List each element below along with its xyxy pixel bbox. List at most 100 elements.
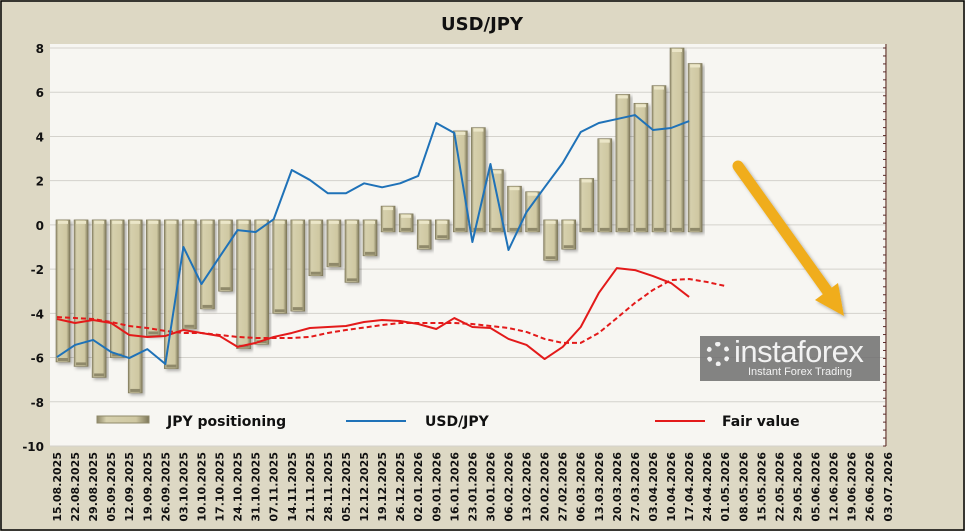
bar-bevel-top — [328, 220, 339, 224]
bar-jpy-positioning — [236, 219, 251, 350]
bar-jpy-positioning — [127, 219, 143, 394]
x-axis-tick-label: 27.03.2026 — [629, 452, 642, 522]
x-axis-tick-label: 22.08.2025 — [69, 452, 82, 522]
x-axis-tick-label: 21.11.2025 — [304, 452, 317, 522]
bar-bevel-bottom — [473, 227, 484, 231]
x-axis-tick-label: 17.10.2025 — [214, 452, 227, 522]
bar-jpy-positioning — [615, 94, 631, 233]
x-axis-tick-label: 01.05.2026 — [719, 452, 732, 522]
bar-bevel-top — [672, 49, 683, 52]
bar-body — [308, 219, 324, 277]
x-axis-tick-label: 15.05.2026 — [755, 452, 768, 522]
x-axis-tick-label: 31.10.2025 — [250, 452, 263, 522]
bar-bevel-bottom — [94, 373, 105, 377]
bar-jpy-positioning — [182, 219, 197, 330]
x-axis-tick-label: 02.01.2026 — [412, 452, 425, 522]
bar-bevel-top — [112, 220, 123, 224]
x-axis-tick-label: 12.12.2025 — [358, 452, 371, 522]
bar-bevel-bottom — [401, 227, 412, 231]
gear-logo-icon — [706, 342, 730, 366]
bar-bevel-bottom — [220, 287, 231, 291]
x-axis-tick-label: 06.03.2026 — [575, 452, 588, 522]
bar-jpy-positioning — [326, 219, 342, 268]
bar-bevel-top — [455, 131, 466, 135]
x-axis-tick-label: 27.02.2026 — [557, 452, 570, 522]
bar-jpy-positioning — [146, 219, 161, 336]
bar-body — [579, 178, 595, 233]
bar-jpy-positioning — [669, 47, 685, 233]
instaforex-logo: instaforex Instant Forex Trading — [700, 334, 880, 381]
bar-bevel-top — [76, 220, 87, 224]
x-axis-tick-label: 26.09.2025 — [159, 452, 172, 522]
x-axis-tick-label: 22.05.2026 — [773, 452, 786, 522]
bar-body — [561, 219, 576, 250]
bar-body — [543, 219, 558, 261]
bar-bevel-top — [509, 187, 520, 191]
bar-bevel-bottom — [202, 304, 213, 308]
left-axis-tick-label: 0 — [36, 219, 44, 233]
left-axis-tick-label: 8 — [36, 42, 44, 56]
bar-bevel-top — [690, 64, 701, 68]
bar-bevel-bottom — [491, 227, 502, 231]
bar-jpy-positioning — [507, 185, 522, 233]
x-axis-tick-label: 24.04.2026 — [701, 452, 714, 522]
bar-bevel-bottom — [76, 362, 87, 366]
x-axis-tick-label: 09.01.2026 — [430, 452, 443, 522]
bar-jpy-positioning — [471, 127, 486, 233]
bar-bevel-bottom — [509, 227, 520, 231]
bar-bevel-top — [383, 207, 394, 211]
bar-bevel-top — [581, 179, 592, 183]
bar-bevel-bottom — [166, 364, 177, 368]
left-axis-tick-label: -10 — [22, 440, 44, 454]
bar-jpy-positioning — [380, 205, 396, 233]
bar-bevel-bottom — [563, 245, 574, 249]
bar-bevel-bottom — [690, 227, 701, 231]
bar-body — [73, 219, 89, 367]
forecast-arrow — [732, 160, 844, 316]
bar-body — [344, 219, 360, 283]
bar-jpy-positioning — [308, 219, 324, 277]
x-axis-tick-label: 12.09.2025 — [123, 452, 136, 522]
bar-body — [326, 219, 342, 268]
bar-bevel-bottom — [617, 227, 628, 231]
x-axis-tick-label: 10.04.2026 — [665, 452, 678, 522]
bar-bevel-bottom — [672, 227, 683, 231]
bar-bevel-bottom — [346, 278, 357, 282]
bar-bevel-top — [365, 220, 376, 224]
bar-jpy-positioning — [416, 219, 432, 250]
logo-tagline: Instant Forex Trading — [748, 366, 852, 378]
x-axis-tick-label: 03.04.2026 — [647, 452, 660, 522]
bar-jpy-positioning — [434, 219, 450, 240]
bar-bevel-bottom — [599, 227, 610, 231]
left-axis-tick-label: -6 — [31, 352, 44, 366]
bar-bevel-top — [473, 128, 484, 132]
bar-bevel-bottom — [383, 227, 394, 231]
x-axis-tick-label: 12.06.2026 — [828, 452, 841, 522]
x-axis-tick-label: 26.06.2026 — [864, 452, 877, 522]
x-axis-tick-label: 23.01.2026 — [466, 452, 479, 522]
bar-bevel-top — [635, 104, 646, 108]
bar-jpy-positioning — [489, 169, 504, 233]
bar-jpy-positioning — [55, 219, 71, 363]
x-axis-tick-label: 13.02.2026 — [521, 452, 534, 522]
bar-jpy-positioning — [561, 219, 576, 250]
bar-bevel-top — [563, 220, 574, 224]
x-axis-tick-label: 28.11.2025 — [322, 452, 335, 522]
bar-bevel-top — [184, 220, 195, 224]
x-axis-tick-label: 05.06.2026 — [810, 452, 823, 522]
bar-jpy-positioning — [453, 130, 468, 233]
left-axis-tick-label: 2 — [36, 175, 44, 189]
bar-jpy-positioning — [398, 213, 414, 233]
x-axis-tick-label: 07.11.2025 — [268, 452, 281, 522]
bar-body — [615, 94, 631, 233]
bar-body — [91, 219, 107, 378]
bar-body — [146, 219, 161, 336]
bar-body — [236, 219, 251, 350]
bar-body — [597, 138, 613, 233]
bar-bevel-top — [346, 220, 357, 224]
bar-bevel-bottom — [328, 262, 339, 266]
bar-bevel-top — [545, 220, 556, 224]
bar-bevel-top — [437, 220, 448, 224]
bar-bevel-top — [274, 220, 285, 224]
